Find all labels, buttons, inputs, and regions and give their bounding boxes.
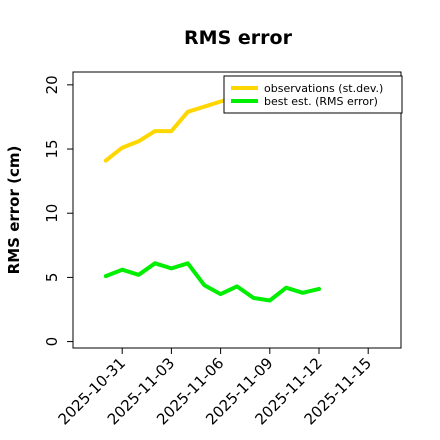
legend-box	[223, 75, 403, 114]
y-axis: 0 5 10 15 20	[43, 75, 73, 346]
legend-label: best est. (RMS error)	[264, 95, 378, 108]
legend: observations (st.dev.)best est. (RMS err…	[223, 75, 403, 114]
y-tick-label: 10	[43, 204, 61, 223]
legend-label: observations (st.dev.)	[264, 82, 383, 95]
y-tick-label: 5	[43, 273, 61, 283]
y-tick-label: 20	[43, 75, 61, 94]
chart-title: RMS error	[184, 27, 293, 49]
y-tick-label: 0	[43, 337, 61, 347]
series-line-1	[103, 94, 239, 163]
x-axis: 2025-10-312025-11-032025-11-062025-11-09…	[55, 348, 375, 428]
series-line-2	[103, 261, 321, 303]
plot-frame	[72, 71, 402, 349]
series-layer	[103, 94, 321, 303]
y-tick-label: 15	[43, 139, 61, 158]
y-axis-label: RMS error (cm)	[5, 146, 23, 275]
